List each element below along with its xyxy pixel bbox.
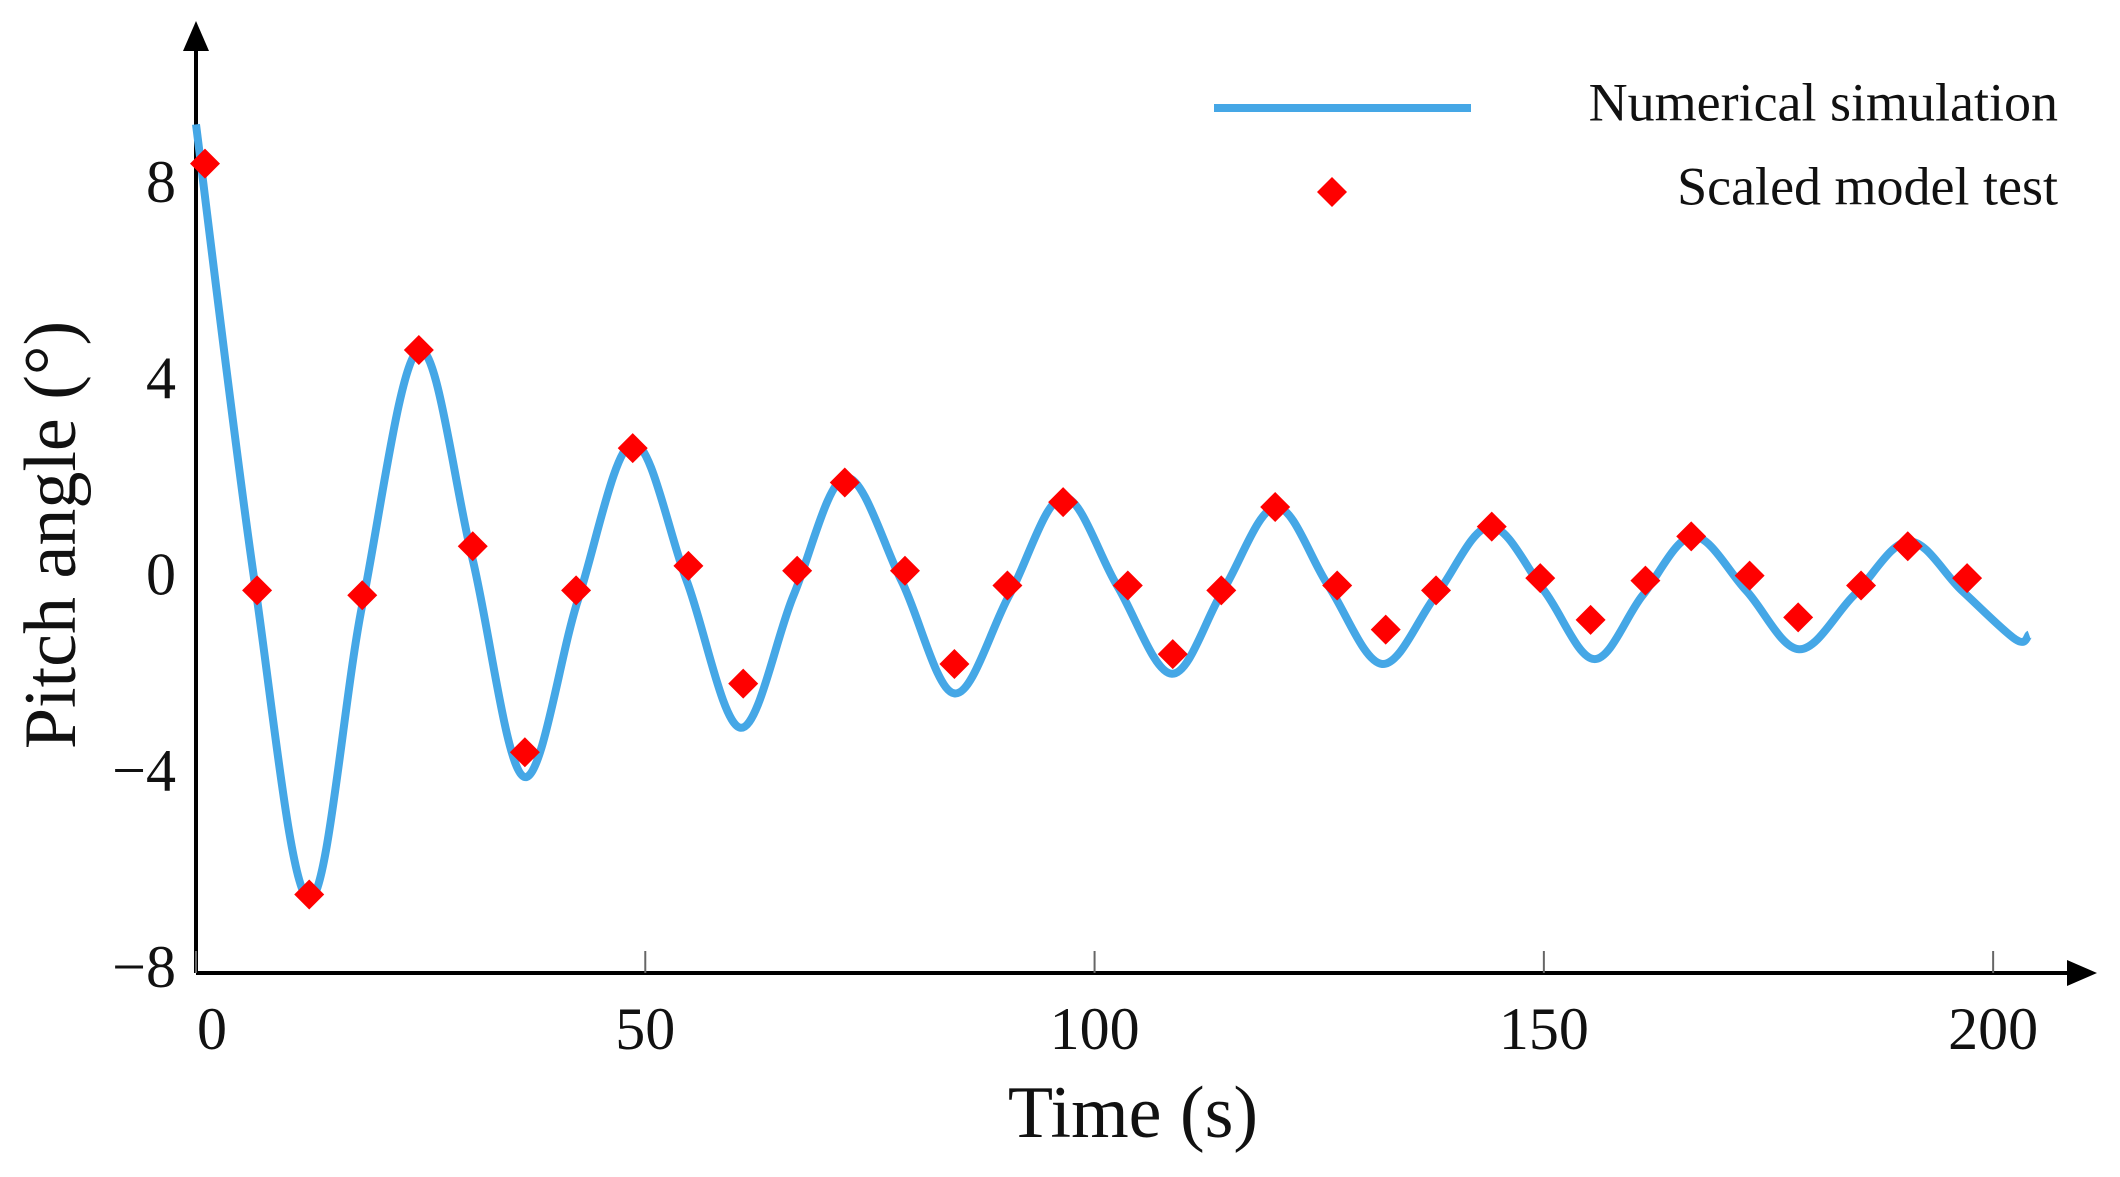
- test-point: [1575, 604, 1606, 635]
- legend-label: Scaled model test: [1677, 156, 2058, 216]
- x-tick-label: 150: [1499, 996, 1589, 1062]
- test-point: [1892, 531, 1923, 562]
- y-axis-arrow: [183, 21, 209, 51]
- test-point: [1322, 570, 1353, 601]
- x-tick-label: 0: [197, 996, 227, 1062]
- test-point: [889, 555, 920, 586]
- x-axis-title: Time (s): [1008, 1072, 1258, 1154]
- test-point: [1734, 560, 1765, 591]
- test-point: [561, 575, 592, 606]
- test-point: [1157, 639, 1188, 670]
- test-point: [1952, 563, 1983, 594]
- test-point: [403, 335, 434, 366]
- simulation-line: [192, 123, 2032, 904]
- test-point: [347, 580, 378, 611]
- test-point: [1783, 602, 1814, 633]
- y-axis-title: Pitch angle (°): [10, 321, 92, 749]
- test-point: [1846, 570, 1877, 601]
- test-point: [1630, 565, 1661, 596]
- test-point: [189, 148, 220, 179]
- test-point: [1370, 614, 1401, 645]
- x-tick-label: 100: [1050, 996, 1140, 1062]
- test-point: [242, 575, 273, 606]
- y-tick-label: −4: [112, 738, 176, 804]
- test-point: [1048, 487, 1079, 518]
- x-tick-label: 200: [1948, 996, 2038, 1062]
- y-tick-label: 0: [146, 541, 176, 607]
- x-tick-label: 50: [615, 996, 675, 1062]
- test-point: [509, 737, 540, 768]
- test-point: [1525, 563, 1556, 594]
- y-tick-label: 8: [146, 149, 176, 215]
- test-point: [1112, 570, 1143, 601]
- test-point: [939, 648, 970, 679]
- test-point: [457, 531, 488, 562]
- test-point: [294, 879, 325, 910]
- test-point: [1260, 492, 1291, 522]
- legend-marker: [1317, 177, 1347, 207]
- x-axis-arrow: [2067, 960, 2097, 986]
- test-point: [1476, 511, 1507, 542]
- test-point: [1676, 521, 1707, 552]
- test-point: [829, 467, 860, 498]
- test-point: [673, 550, 704, 581]
- test-point: [992, 570, 1023, 601]
- test-point: [1206, 575, 1237, 606]
- test-point: [617, 433, 648, 464]
- y-tick-label: −8: [112, 934, 176, 1000]
- test-point: [728, 668, 759, 699]
- test-point: [1421, 575, 1452, 606]
- y-tick-label: 4: [146, 345, 176, 411]
- test-point: [782, 555, 813, 586]
- legend-label: Numerical simulation: [1589, 72, 2058, 132]
